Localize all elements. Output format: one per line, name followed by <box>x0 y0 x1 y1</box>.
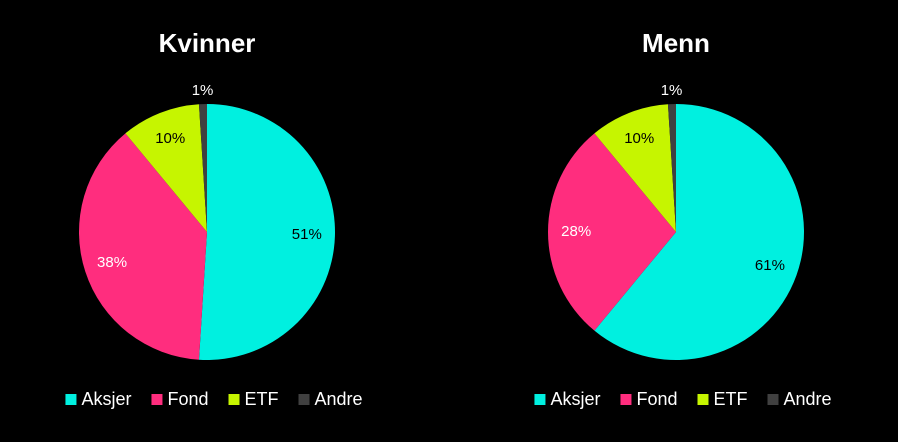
legend-swatch <box>767 394 779 405</box>
legend-swatch <box>697 394 709 405</box>
pie-slice <box>198 104 207 232</box>
value-label: 10% <box>624 130 654 147</box>
legend-label: Fond <box>167 389 208 409</box>
legend-label: Aksjer <box>550 389 600 409</box>
legend-swatch <box>620 394 632 405</box>
legend-label: Andre <box>315 389 363 409</box>
legend-swatch <box>65 394 77 405</box>
legend-label: Andre <box>784 389 832 409</box>
pie-slice <box>594 104 804 360</box>
legend-label: ETF <box>714 389 748 409</box>
value-label: 1% <box>192 82 214 99</box>
value-label: 61% <box>755 257 785 274</box>
legend-swatch <box>228 394 240 405</box>
pie-slice <box>547 133 676 331</box>
legend-label: Fond <box>636 389 677 409</box>
pie-slice <box>125 104 207 232</box>
pie-slice <box>78 133 207 360</box>
chart-title: Menn <box>642 28 710 58</box>
value-label: 51% <box>292 226 322 243</box>
pie-slice <box>667 104 676 232</box>
value-label: 38% <box>97 254 127 271</box>
legend-label: ETF <box>245 389 279 409</box>
pie-slice <box>198 104 335 360</box>
legend-swatch <box>151 394 163 405</box>
value-label: 1% <box>661 82 683 99</box>
pie-slice <box>594 104 676 232</box>
value-label: 28% <box>561 223 591 240</box>
legend-swatch <box>534 394 546 405</box>
value-label: 10% <box>155 130 185 147</box>
legend-swatch <box>298 394 310 405</box>
chart-title: Kvinner <box>159 28 256 58</box>
legend-label: Aksjer <box>81 389 131 409</box>
